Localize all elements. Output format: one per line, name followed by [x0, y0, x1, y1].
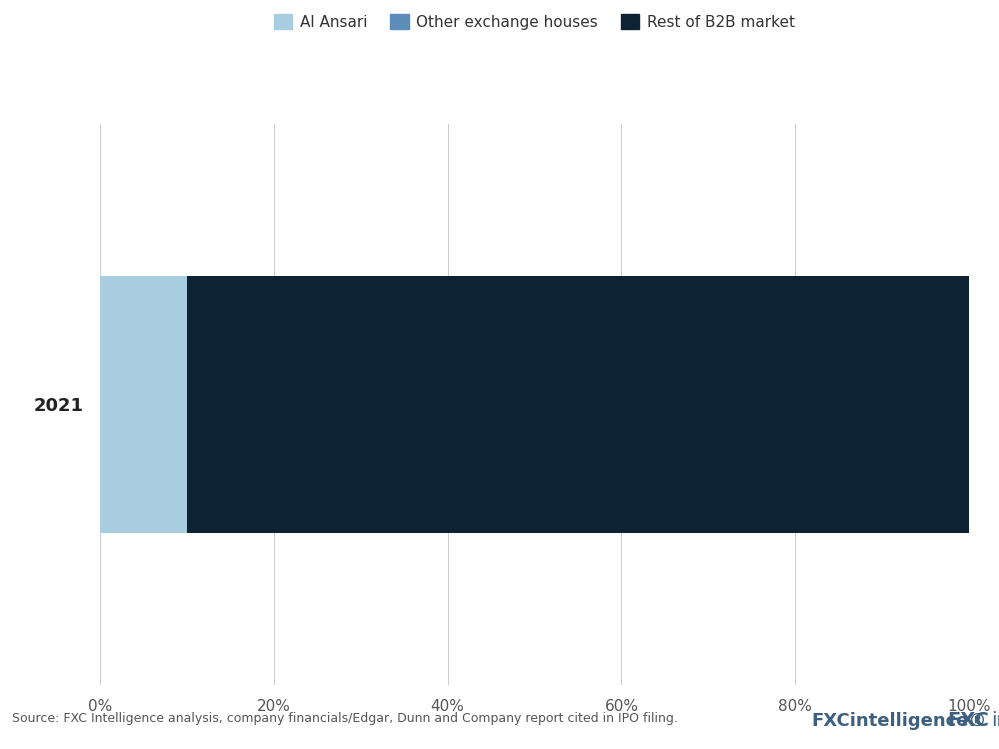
- Bar: [100, 276, 187, 533]
- Text: Source: FXC Intelligence analysis, company financials/Edgar, Dunn and Company re: Source: FXC Intelligence analysis, compa…: [12, 712, 678, 724]
- Text: FXCintelligence®: FXCintelligence®: [811, 712, 987, 730]
- Bar: [187, 276, 969, 533]
- Text: intelligence: intelligence: [991, 712, 999, 730]
- Legend: Al Ansari, Other exchange houses, Rest of B2B market: Al Ansari, Other exchange houses, Rest o…: [268, 7, 801, 36]
- Text: Al Ansari currently has a small share of B2B remittances: Al Ansari currently has a small share of…: [12, 34, 899, 63]
- Text: Market share of UAE outbound B2B remittances: Market share of UAE outbound B2B remitta…: [12, 78, 478, 97]
- Text: FXC: FXC: [947, 712, 989, 730]
